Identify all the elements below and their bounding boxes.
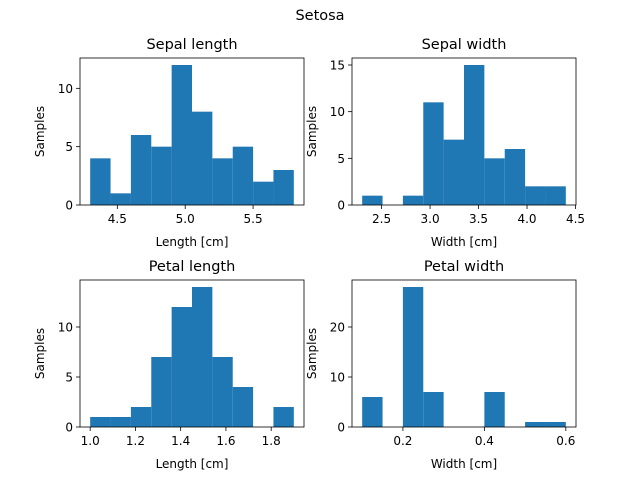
y-tick-label: 0 [337, 421, 345, 435]
subplot-title: Petal width [424, 259, 504, 275]
x-tick-label: 1.6 [216, 434, 235, 448]
axes-frame [351, 279, 577, 428]
histogram-bar [130, 135, 152, 205]
y-tick-label: 15 [330, 59, 345, 73]
axes-frame [79, 57, 305, 206]
histogram-bar [504, 149, 526, 205]
y-axis-label: Samples [305, 106, 319, 157]
histogram-bar [151, 357, 172, 427]
y-axis-label: Samples [305, 328, 319, 379]
y-tick-label: 0 [65, 421, 73, 435]
histogram-bar [192, 287, 213, 427]
histogram-bar [464, 65, 485, 205]
histogram-bar [273, 170, 294, 205]
y-axis-label: Samples [33, 106, 47, 157]
axes-frame [79, 279, 305, 428]
histogram-bar [273, 407, 294, 427]
histogram-bar [90, 158, 111, 205]
subplot-title: Sepal width [422, 37, 507, 53]
histogram-bar [402, 287, 424, 427]
x-tick-label: 4.5 [566, 212, 585, 226]
histogram-bar [232, 146, 254, 205]
x-tick-label: 0.4 [475, 434, 494, 448]
histogram-bar [151, 146, 172, 205]
y-tick-label: 5 [65, 371, 73, 385]
x-axis-label: Length [cm] [156, 457, 229, 471]
x-tick-label: 5.5 [244, 212, 263, 226]
subplot-title: Petal length [149, 259, 236, 275]
subplot-3: 1.0 1.2 1.4 1.6 1.8 0 5 10 Petal length Length [c… [33, 259, 305, 471]
histogram-bar [362, 397, 383, 427]
y-tick-label: 10 [330, 105, 345, 119]
histogram-bar [212, 158, 233, 205]
x-tick-label: 2.5 [372, 212, 391, 226]
y-tick-label: 10 [58, 82, 73, 96]
subplot-2: 2.5 3.0 3.5 4.0 4.5 0 5 10 15 Sepal width Width [c… [305, 37, 585, 249]
histogram-bar [253, 181, 274, 205]
figure-suptitle: Setosa [295, 8, 345, 24]
x-axis-label: Width [cm] [431, 235, 497, 249]
histogram-bar [423, 102, 444, 205]
subplot-1: 4.5 5.0 5.5 0 5 10 Sepal length Length [cm] Samp… [33, 37, 305, 249]
x-tick-label: 4.0 [517, 212, 536, 226]
histogram-bar [192, 111, 213, 205]
histogram-bar [171, 307, 192, 427]
histogram-bar [90, 417, 111, 427]
x-tick-label: 3.5 [469, 212, 488, 226]
x-axis-label: Length [cm] [156, 235, 229, 249]
x-tick-label: 1.8 [262, 434, 281, 448]
axes-frame [351, 57, 577, 206]
histogram-bar [484, 158, 505, 205]
x-axis-label: Width [cm] [431, 457, 497, 471]
subplot-4: 0.2 0.4 0.6 0 10 20 Petal width Width [cm] Sampl… [305, 259, 577, 471]
histogram-bar [110, 417, 131, 427]
histogram-bar [171, 65, 192, 205]
y-tick-label: 20 [330, 321, 345, 335]
y-tick-label: 5 [65, 140, 73, 154]
y-tick-label: 0 [337, 199, 345, 213]
histogram-bar [545, 422, 566, 427]
histogram-bar [130, 407, 152, 427]
x-tick-label: 1.2 [126, 434, 145, 448]
x-tick-label: 1.4 [171, 434, 190, 448]
histogram-bar [232, 387, 254, 427]
histogram-bar [545, 186, 566, 205]
subplot-title: Sepal length [146, 37, 237, 53]
histogram-bar [443, 139, 464, 205]
histogram-bar [423, 392, 444, 427]
y-tick-label: 5 [337, 152, 345, 166]
x-tick-label: 1.0 [81, 434, 100, 448]
x-tick-label: 5.0 [176, 212, 195, 226]
histogram-bar [402, 195, 424, 205]
y-tick-label: 10 [58, 321, 73, 335]
y-tick-label: 0 [65, 199, 73, 213]
histogram-bar [525, 186, 546, 205]
x-tick-label: 4.5 [108, 212, 127, 226]
histogram-bar [525, 422, 546, 427]
y-axis-label: Samples [33, 328, 47, 379]
x-tick-label: 0.6 [556, 434, 575, 448]
y-tick-label: 10 [330, 371, 345, 385]
x-tick-label: 0.2 [393, 434, 412, 448]
histogram-bar [484, 392, 505, 427]
histogram-bar [212, 357, 233, 427]
x-tick-label: 3.0 [421, 212, 440, 226]
histogram-bar [110, 193, 131, 205]
histogram-bar [362, 195, 383, 205]
